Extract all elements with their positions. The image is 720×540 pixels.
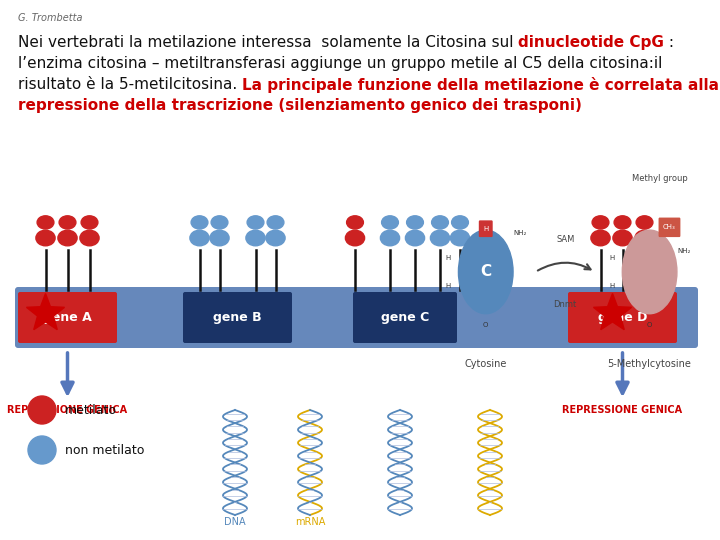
Ellipse shape (211, 216, 228, 229)
FancyBboxPatch shape (353, 292, 457, 343)
Text: repressione della trascrizione (silenziamento genico dei trasponi): repressione della trascrizione (silenzia… (18, 98, 582, 113)
Text: dinucleotide CpG: dinucleotide CpG (518, 35, 665, 50)
Text: non metilato: non metilato (65, 443, 145, 456)
Text: H: H (446, 255, 451, 261)
Ellipse shape (246, 230, 265, 246)
Text: gene B: gene B (213, 311, 262, 324)
Ellipse shape (451, 216, 469, 229)
Ellipse shape (431, 230, 449, 246)
Ellipse shape (59, 216, 76, 229)
Ellipse shape (592, 216, 609, 229)
FancyBboxPatch shape (15, 287, 698, 348)
Text: Nei vertebrati la metilazione interessa  solamente la Citosina sul: Nei vertebrati la metilazione interessa … (18, 35, 518, 50)
Ellipse shape (80, 230, 99, 246)
Text: H: H (483, 226, 488, 232)
Ellipse shape (635, 230, 654, 246)
Ellipse shape (459, 230, 513, 314)
Text: :: : (665, 35, 674, 50)
Ellipse shape (58, 230, 77, 246)
Text: NH₂: NH₂ (513, 230, 527, 236)
Ellipse shape (28, 436, 56, 464)
Ellipse shape (622, 230, 677, 314)
Text: SAM: SAM (556, 235, 575, 244)
Text: H: H (446, 283, 451, 289)
FancyBboxPatch shape (479, 220, 492, 237)
Ellipse shape (613, 230, 632, 246)
Ellipse shape (81, 216, 98, 229)
Text: H: H (609, 255, 614, 261)
Polygon shape (27, 294, 65, 330)
FancyBboxPatch shape (568, 292, 677, 343)
Ellipse shape (431, 216, 449, 229)
Text: metilato: metilato (65, 403, 117, 416)
Ellipse shape (28, 396, 56, 424)
Text: REPRESSIONE GENICA: REPRESSIONE GENICA (7, 405, 127, 415)
FancyBboxPatch shape (183, 292, 292, 343)
Ellipse shape (37, 216, 54, 229)
FancyBboxPatch shape (659, 218, 680, 237)
Text: CH₃: CH₃ (663, 224, 676, 231)
Ellipse shape (36, 230, 55, 246)
Text: O: O (483, 322, 488, 328)
Ellipse shape (407, 216, 423, 229)
Ellipse shape (451, 230, 469, 246)
Text: O: O (647, 322, 652, 328)
Text: Methyl group: Methyl group (631, 174, 688, 184)
Ellipse shape (591, 230, 610, 246)
Ellipse shape (191, 216, 208, 229)
Text: C: C (480, 265, 491, 279)
Text: H: H (609, 283, 614, 289)
Text: La principale funzione della metilazione è correlata alla: La principale funzione della metilazione… (242, 77, 719, 93)
Ellipse shape (190, 230, 209, 246)
Text: G. Trombetta: G. Trombetta (18, 13, 83, 23)
Ellipse shape (405, 230, 425, 246)
Text: risultato è la 5-metilcitosina.: risultato è la 5-metilcitosina. (18, 77, 242, 92)
Ellipse shape (382, 216, 398, 229)
Ellipse shape (346, 216, 364, 229)
Ellipse shape (210, 230, 229, 246)
Text: NH₂: NH₂ (678, 248, 690, 254)
Text: l’enzima citosina – metiltransferasi aggiunge un gruppo metile al C5 della citos: l’enzima citosina – metiltransferasi agg… (18, 56, 662, 71)
Text: DNA: DNA (224, 517, 246, 527)
Ellipse shape (267, 216, 284, 229)
Text: 5-Methylcytosine: 5-Methylcytosine (608, 360, 691, 369)
FancyBboxPatch shape (18, 292, 117, 343)
Ellipse shape (614, 216, 631, 229)
Ellipse shape (266, 230, 285, 246)
Text: Dnmt: Dnmt (554, 300, 577, 309)
Ellipse shape (346, 230, 364, 246)
Text: gene A: gene A (43, 311, 92, 324)
Text: Cytosine: Cytosine (464, 360, 507, 369)
Text: REPRESSIONE GENICA: REPRESSIONE GENICA (562, 405, 683, 415)
Text: gene D: gene D (598, 311, 647, 324)
Ellipse shape (247, 216, 264, 229)
Ellipse shape (636, 216, 653, 229)
Text: gene C: gene C (381, 311, 429, 324)
Text: mRNA: mRNA (294, 517, 325, 527)
Polygon shape (593, 294, 631, 330)
Ellipse shape (380, 230, 400, 246)
